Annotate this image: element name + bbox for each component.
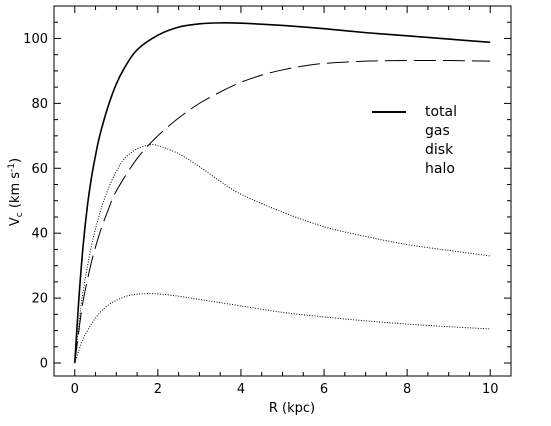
- y-tick-label: 100: [23, 32, 48, 47]
- x-tick-label: 10: [482, 382, 499, 397]
- series-layer: [73, 22, 491, 364]
- y-axis-title-unit-close: ): [8, 158, 23, 163]
- y-axis-title-main: V: [8, 217, 23, 226]
- tick-layer: [54, 5, 511, 376]
- y-tick-label: 20: [31, 292, 48, 307]
- legend-label-gas: gas: [425, 123, 450, 139]
- legend-label-total: total: [425, 104, 457, 120]
- y-tick-label: 0: [40, 357, 48, 372]
- series-line-total: [73, 22, 491, 364]
- x-axis-title: R (kpc): [269, 401, 315, 416]
- x-tick-label: 2: [154, 382, 162, 397]
- x-tick-label: 4: [237, 382, 245, 397]
- y-axis-title-unit: (km s: [8, 172, 23, 213]
- x-tick-label: 6: [320, 382, 328, 397]
- y-tick-label: 60: [31, 162, 48, 177]
- y-axis-title: Vc (km s-1): [7, 158, 25, 226]
- y-tick-label: 40: [31, 227, 48, 242]
- legend-label-halo: halo: [425, 161, 455, 177]
- y-axis-title-unit-sup: -1: [7, 163, 17, 172]
- x-tick-label: 0: [71, 382, 79, 397]
- y-tick-label: 80: [31, 97, 48, 112]
- x-tick-label: 8: [403, 382, 411, 397]
- series-line-halo: [74, 293, 491, 364]
- legend: total gas disk halo: [372, 104, 457, 177]
- series-line-disk: [74, 143, 491, 364]
- plot-frame: [53, 5, 512, 377]
- series-line-gas: [74, 59, 491, 364]
- legend-label-disk: disk: [425, 142, 454, 158]
- y-axis-title-sub: c: [15, 212, 25, 217]
